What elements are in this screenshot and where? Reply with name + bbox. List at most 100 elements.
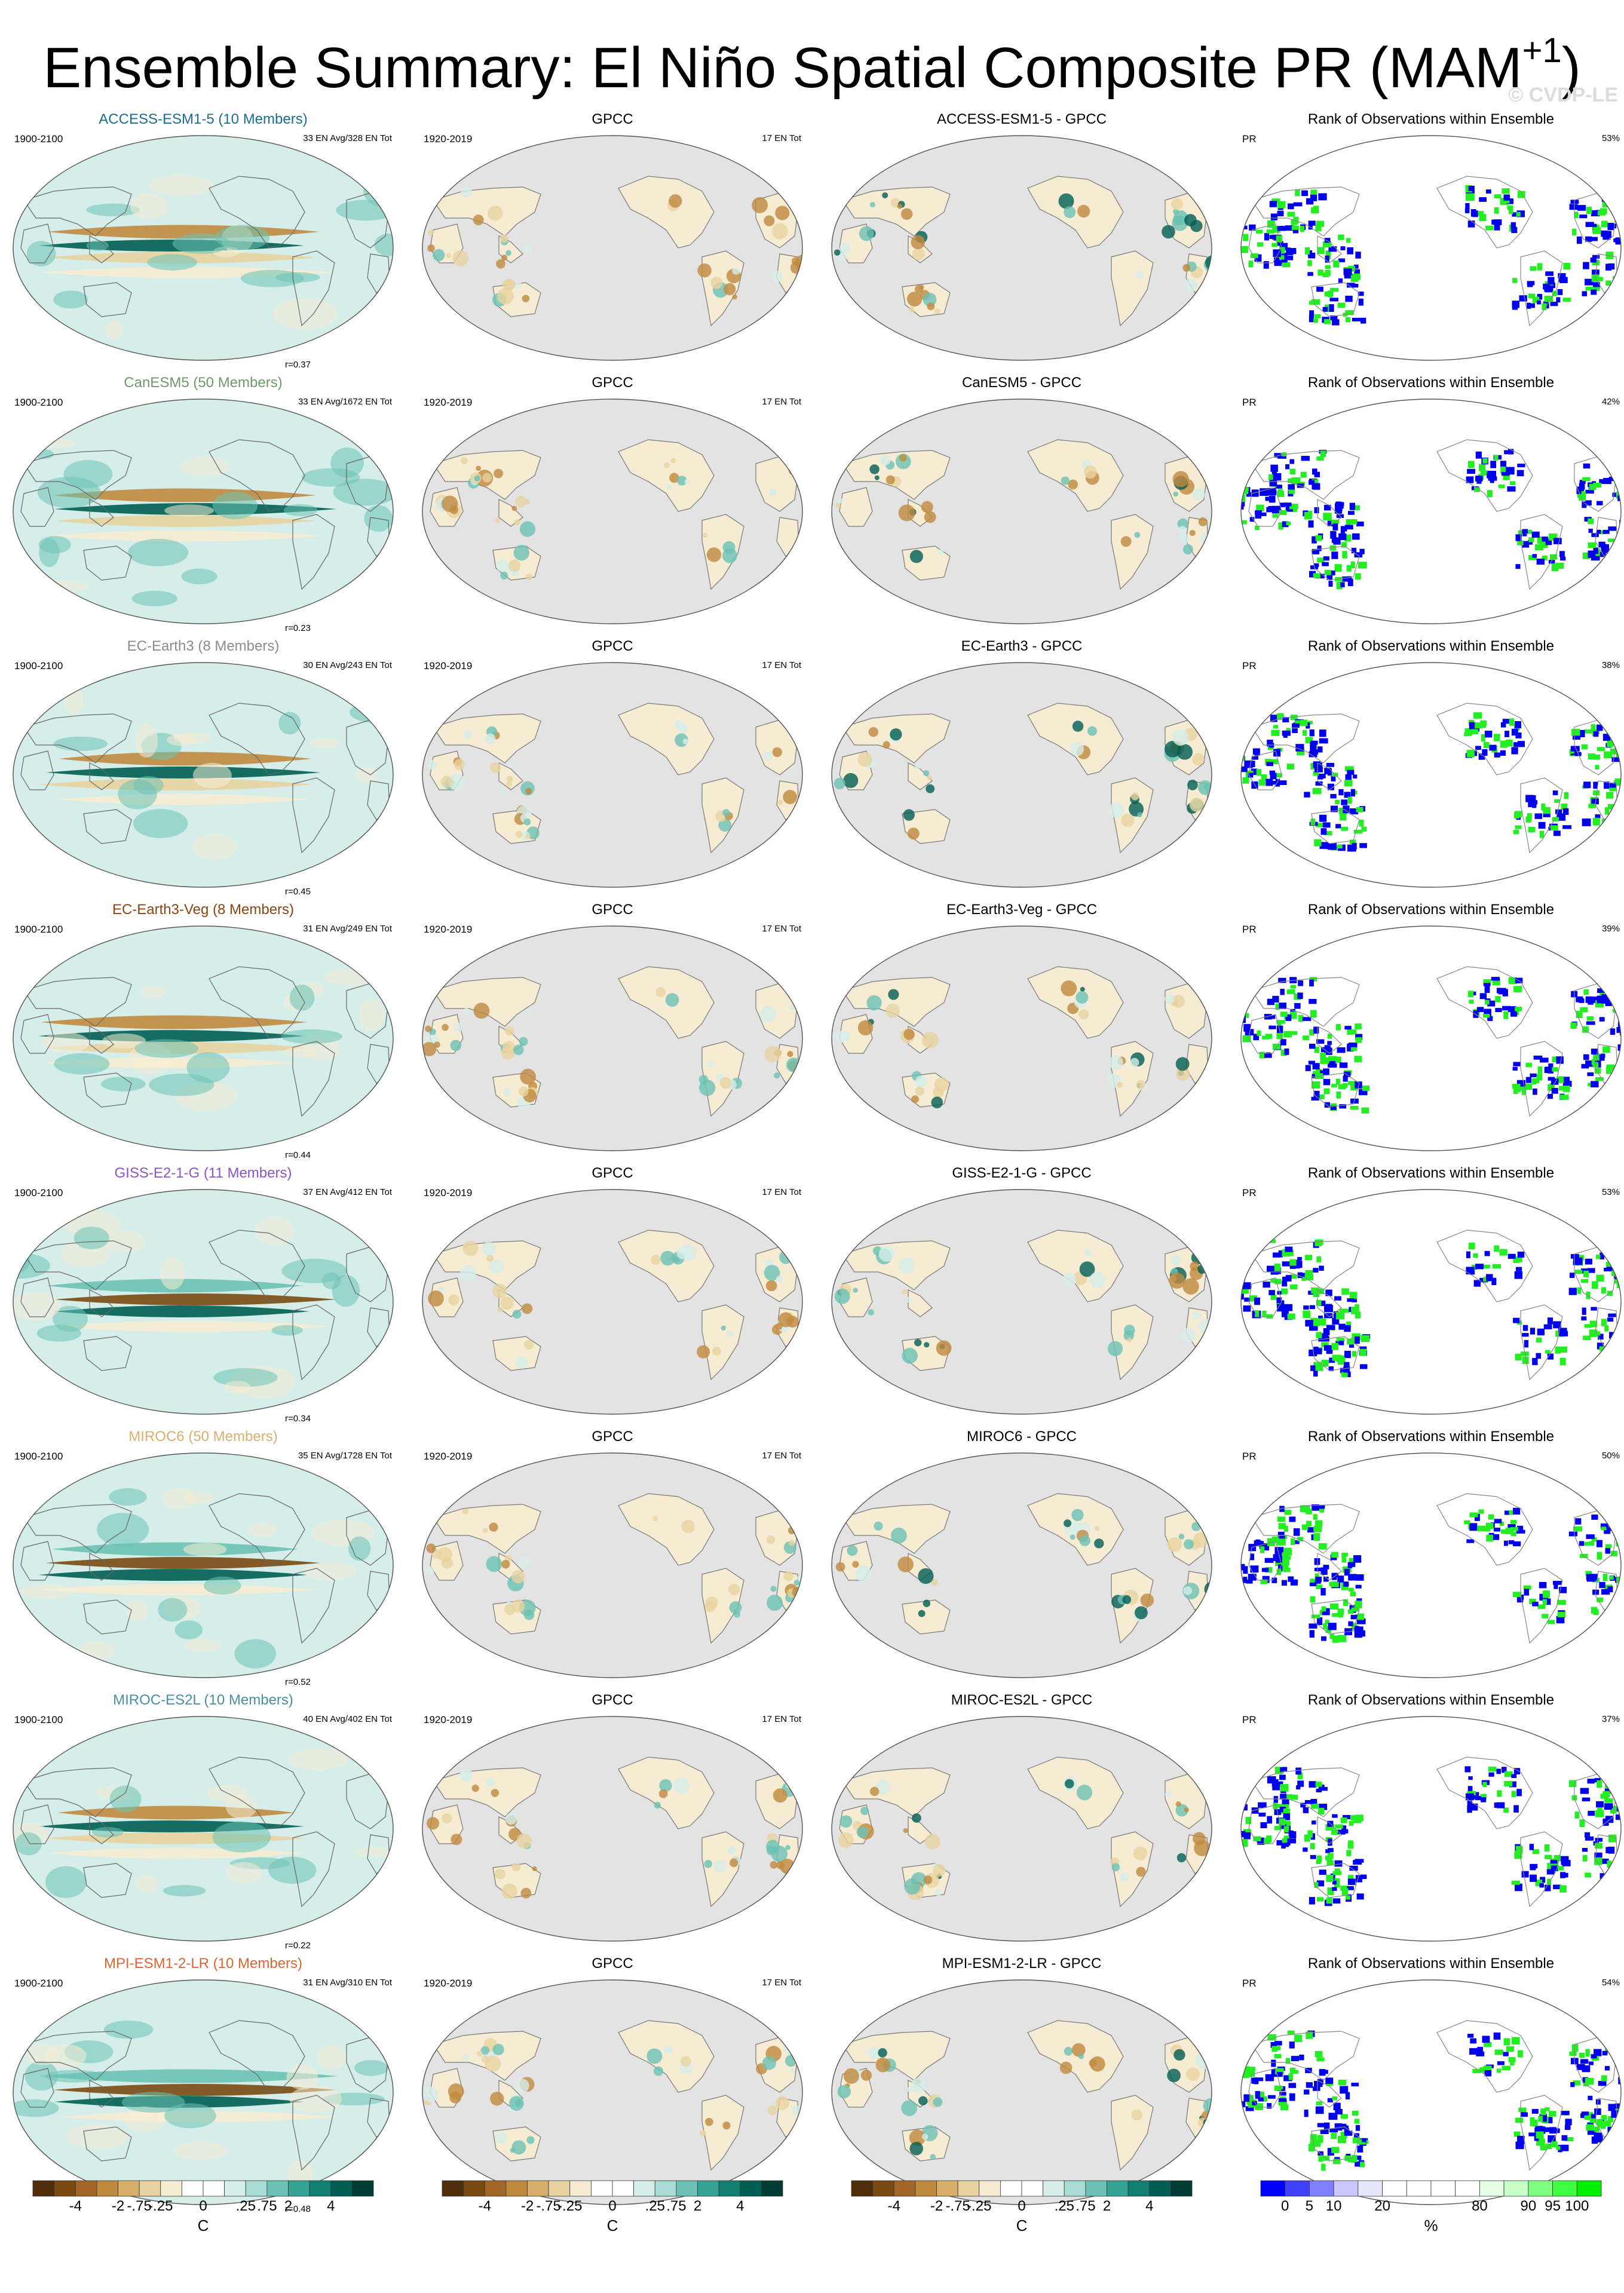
rank-cell	[1525, 1077, 1532, 1083]
obs-period: 1920-2019	[424, 1451, 473, 1462]
rank-cell	[1559, 277, 1568, 283]
precip-cell	[1120, 813, 1135, 827]
precip-cell	[503, 1088, 511, 1096]
rank-cell	[1337, 302, 1346, 308]
rank-cell	[1530, 2117, 1535, 2125]
rank-cell	[1483, 2066, 1488, 2074]
rank-cell	[1361, 1107, 1369, 1114]
rank-cell	[1339, 1104, 1347, 1109]
rank-cell	[1538, 2126, 1546, 2134]
rank-cell	[1241, 494, 1246, 502]
obs-en-count: 17 EN Tot	[762, 1978, 801, 1988]
rank-cell	[1510, 1011, 1518, 1017]
rank-cell	[1306, 198, 1314, 205]
rank-cell	[1352, 533, 1360, 540]
rank-cell	[1264, 1558, 1274, 1563]
precip-cell	[779, 1858, 795, 1874]
precip-cell	[835, 502, 841, 508]
anomaly-blob	[135, 724, 158, 758]
rank-cell	[1344, 274, 1353, 279]
rank-cell	[1548, 533, 1558, 541]
precip-cell	[868, 2046, 881, 2059]
anomaly-blob	[363, 833, 393, 854]
rank-cell	[1332, 523, 1338, 531]
rank-cell	[1310, 1843, 1315, 1850]
rank-cell	[1304, 2089, 1310, 2095]
rank-cell	[1347, 1562, 1353, 1568]
rank-cell	[1579, 480, 1586, 485]
rank-cell	[1282, 1838, 1288, 1843]
colorbar-rank: 0 5 10 20 80 90 95 100 %	[1258, 2179, 1604, 2234]
precip-cell	[1131, 2109, 1142, 2121]
rank-cell	[1357, 1613, 1364, 1620]
rank-cell	[1587, 1072, 1594, 1077]
precip-cell	[888, 989, 899, 1000]
precip-cell	[515, 495, 527, 508]
colorbar-tick-label: 4	[327, 2198, 335, 2214]
rank-cell	[1289, 1031, 1298, 1035]
rank-cell	[1572, 732, 1581, 740]
rank-cell	[1341, 826, 1349, 831]
precip-cell	[1094, 1538, 1104, 1549]
precip-cell	[496, 259, 505, 269]
precip-cell	[772, 747, 782, 758]
rank-cell	[1266, 778, 1273, 786]
rank-cell	[1313, 573, 1320, 578]
rank-cell	[1585, 1571, 1592, 1576]
precip-cell	[770, 1861, 778, 1869]
rank-cell	[1601, 1589, 1610, 1595]
land-outline-3	[83, 545, 132, 581]
precip-cell	[422, 1042, 437, 1057]
map-boundary	[422, 662, 803, 888]
rank-cell	[1592, 237, 1598, 241]
rank-cell	[1338, 278, 1343, 284]
rank-cell	[1314, 1362, 1322, 1367]
rank-cell	[1605, 1548, 1611, 1554]
rank-cell	[1273, 1802, 1278, 1810]
rank-cell	[1481, 1797, 1487, 1802]
rank-cell	[1276, 1556, 1282, 1563]
obs-en-count: 17 EN Tot	[762, 133, 801, 143]
rank-cell	[1595, 1843, 1603, 1849]
rank-cell	[1523, 1585, 1531, 1590]
rank-cell	[1532, 1601, 1539, 1607]
rank-cell	[1336, 582, 1343, 590]
map-boundary	[422, 1716, 803, 1942]
rank-cell	[1591, 724, 1596, 732]
land-outline-4	[618, 176, 715, 249]
land-outline-4	[618, 439, 715, 512]
rank-cell	[1557, 1866, 1564, 1871]
rank-cell	[1327, 520, 1334, 526]
rank-cell	[1334, 564, 1342, 572]
anomaly-blob	[289, 2085, 342, 2113]
rank-cell	[1528, 293, 1536, 299]
precip-cell	[474, 475, 480, 482]
rank-cell	[1249, 1295, 1257, 1302]
rank-cell	[1316, 1880, 1325, 1887]
rank-cell	[1484, 2041, 1492, 2047]
colorbar-tick-label: 10	[1326, 2198, 1342, 2214]
land-outline-1	[1248, 750, 1282, 790]
rank-cell	[1579, 1553, 1588, 1558]
rank-cell	[1588, 753, 1595, 760]
rank-cell	[1611, 285, 1617, 290]
precip-cell	[773, 1788, 788, 1803]
rank-cell	[1604, 1529, 1611, 1534]
rank-cell	[1587, 1268, 1595, 1273]
rank-cell	[1464, 1520, 1470, 1524]
rank-cell	[1616, 536, 1621, 540]
rank-cell	[1340, 2086, 1349, 2094]
rank-cell	[1572, 228, 1577, 236]
rank-cell	[1267, 1538, 1275, 1545]
anomaly-blob	[358, 999, 384, 1032]
precip-cell	[669, 194, 682, 208]
rank-cell	[1559, 1086, 1565, 1091]
precip-cell	[937, 549, 944, 555]
rank-cell	[1285, 1249, 1294, 1256]
colorbar-swatch	[96, 2180, 118, 2197]
rank-cell	[1588, 804, 1596, 808]
rank-cell	[1601, 1287, 1607, 1294]
rank-cell	[1597, 277, 1603, 281]
rank-cell	[1327, 1041, 1332, 1045]
rank-cell	[1508, 977, 1517, 985]
